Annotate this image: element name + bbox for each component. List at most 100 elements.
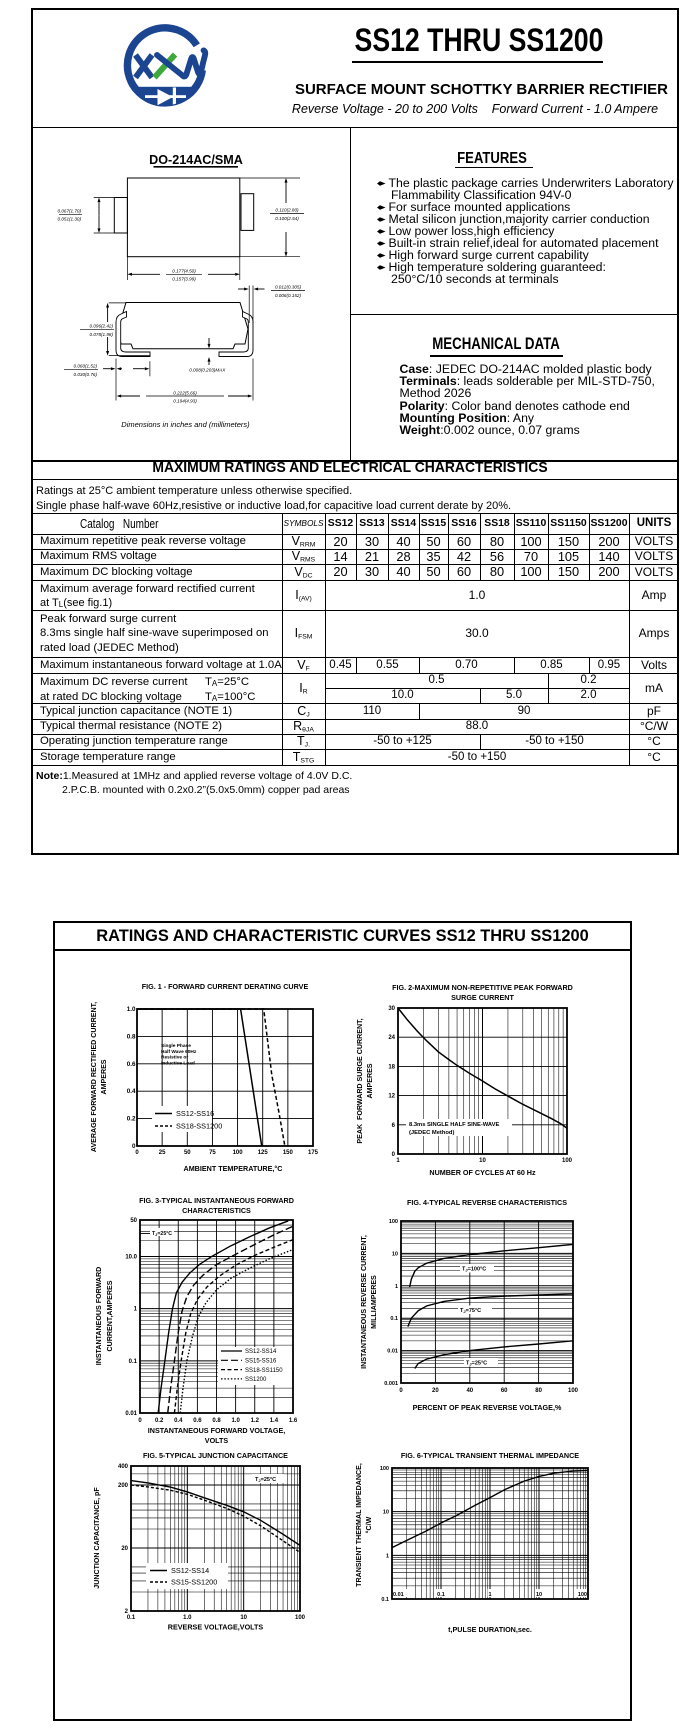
svg-text:0.030(0.76): 0.030(0.76) bbox=[74, 372, 98, 377]
svg-text:REVERSE VOLTAGE,VOLTS: REVERSE VOLTAGE,VOLTS bbox=[168, 1623, 264, 1632]
svg-text:0: 0 bbox=[138, 1418, 142, 1424]
svg-text:TJ=75°C: TJ=75°C bbox=[460, 1308, 481, 1314]
svg-text:SURGE CURRENT: SURGE CURRENT bbox=[451, 993, 514, 1002]
svg-text:18: 18 bbox=[388, 1064, 395, 1070]
svg-text:0.8: 0.8 bbox=[127, 1033, 136, 1040]
svg-text:12: 12 bbox=[388, 1094, 395, 1100]
svg-text:25: 25 bbox=[159, 1150, 166, 1156]
svg-text:AMBIENT TEMPERATURE,°C: AMBIENT TEMPERATURE,°C bbox=[184, 1164, 283, 1173]
svg-text:0: 0 bbox=[392, 1152, 396, 1158]
svg-text:Single Phase: Single Phase bbox=[161, 1043, 191, 1049]
svg-text:0.1: 0.1 bbox=[437, 1592, 445, 1598]
svg-text:0.078(1.98): 0.078(1.98) bbox=[90, 332, 114, 337]
svg-text:0.100(2.54): 0.100(2.54) bbox=[275, 216, 299, 221]
svg-text:JUNCTION CAPACITANCE, pF: JUNCTION CAPACITANCE, pF bbox=[93, 1487, 101, 1589]
svg-text:10: 10 bbox=[240, 1615, 247, 1621]
svg-text:TJ=100°C: TJ=100°C bbox=[462, 1267, 486, 1273]
svg-text:0.8: 0.8 bbox=[212, 1418, 221, 1424]
svg-text:0.157(3.99): 0.157(3.99) bbox=[172, 277, 196, 282]
svg-text:50: 50 bbox=[130, 1218, 137, 1224]
svg-text:FIG. 3-TYPICAL INSTANTANEOUS F: FIG. 3-TYPICAL INSTANTANEOUS FORWARD bbox=[139, 1196, 294, 1205]
svg-text:24: 24 bbox=[388, 1035, 395, 1041]
svg-text:1: 1 bbox=[395, 1284, 398, 1290]
svg-text:SS12-SS16: SS12-SS16 bbox=[176, 1109, 214, 1118]
svg-text:30: 30 bbox=[388, 1006, 395, 1012]
svg-text:50: 50 bbox=[184, 1150, 191, 1156]
svg-text:0.4: 0.4 bbox=[174, 1418, 183, 1424]
svg-text:Dimensions in inches and (mill: Dimensions in inches and (millimeters) bbox=[121, 420, 250, 429]
svg-text:125: 125 bbox=[258, 1150, 269, 1156]
svg-text:20: 20 bbox=[432, 1388, 439, 1394]
svg-text:0: 0 bbox=[135, 1150, 139, 1156]
svg-text:40: 40 bbox=[466, 1388, 473, 1394]
svg-text:SS12-SS14: SS12-SS14 bbox=[171, 1566, 209, 1575]
svg-text:1.0: 1.0 bbox=[183, 1615, 192, 1621]
svg-text:100: 100 bbox=[578, 1592, 587, 1598]
svg-text:FIG. 1 - FORWARD CURRENT DERAT: FIG. 1 - FORWARD CURRENT DERATING CURVE bbox=[142, 982, 309, 991]
svg-text:TJ=25°C: TJ=25°C bbox=[255, 1477, 276, 1483]
svg-text:0.060(1.52): 0.060(1.52) bbox=[74, 363, 98, 368]
svg-text:0.2: 0.2 bbox=[155, 1418, 164, 1424]
svg-text:0.012(0.305): 0.012(0.305) bbox=[275, 284, 302, 289]
svg-text:0.1: 0.1 bbox=[390, 1316, 398, 1322]
svg-text:2: 2 bbox=[125, 1609, 129, 1615]
svg-text:80: 80 bbox=[535, 1388, 542, 1394]
svg-text:INSTANTANEOUS FORWARD: INSTANTANEOUS FORWARD bbox=[95, 1267, 103, 1366]
svg-text:0.01: 0.01 bbox=[393, 1592, 404, 1598]
svg-text:0.1: 0.1 bbox=[127, 1615, 136, 1621]
svg-text:1.0: 1.0 bbox=[231, 1418, 240, 1424]
svg-text:60: 60 bbox=[501, 1388, 508, 1394]
svg-text:1.2: 1.2 bbox=[251, 1418, 260, 1424]
svg-text:0.6: 0.6 bbox=[193, 1418, 202, 1424]
svg-text:100: 100 bbox=[295, 1615, 306, 1621]
svg-text:0.2: 0.2 bbox=[127, 1116, 136, 1123]
svg-text:0.01: 0.01 bbox=[125, 1411, 137, 1417]
svg-text:TJ=25°C: TJ=25°C bbox=[466, 1361, 487, 1367]
svg-text:Resistive or: Resistive or bbox=[161, 1055, 188, 1061]
svg-text:SS15-SS16: SS15-SS16 bbox=[245, 1359, 277, 1365]
svg-text:100: 100 bbox=[380, 1466, 389, 1472]
svg-text:AMPERES: AMPERES bbox=[100, 1059, 108, 1094]
svg-text:0.096(2.42): 0.096(2.42) bbox=[90, 324, 114, 329]
svg-text:10: 10 bbox=[392, 1251, 398, 1257]
svg-text:0.110(2.80): 0.110(2.80) bbox=[275, 208, 299, 213]
svg-text:0.067(1.70): 0.067(1.70) bbox=[58, 209, 82, 214]
svg-text:PEAK FORWARD SURGE CURRENT,: PEAK FORWARD SURGE CURRENT, bbox=[356, 1018, 364, 1143]
svg-text:AMPERES: AMPERES bbox=[366, 1063, 374, 1098]
svg-text:0: 0 bbox=[399, 1388, 403, 1394]
svg-text:AVERAGE FORWARD RECTIFIED CURR: AVERAGE FORWARD RECTIFIED CURRENT, bbox=[90, 1002, 98, 1152]
svg-text:10: 10 bbox=[536, 1592, 542, 1598]
svg-text:t,PULSE DURATION,sec.: t,PULSE DURATION,sec. bbox=[448, 1625, 532, 1634]
svg-text:100: 100 bbox=[389, 1219, 398, 1225]
svg-text:1: 1 bbox=[396, 1158, 400, 1164]
svg-text:PERCENT OF PEAK REVERSE VOLTAG: PERCENT OF PEAK REVERSE VOLTAGE,% bbox=[413, 1403, 562, 1412]
svg-text:MILLIAMPERES: MILLIAMPERES bbox=[370, 1275, 378, 1329]
svg-text:0: 0 bbox=[132, 1143, 136, 1150]
svg-text:1: 1 bbox=[134, 1307, 138, 1313]
svg-text:0.008(0.203)MAX: 0.008(0.203)MAX bbox=[189, 368, 226, 373]
svg-text:6: 6 bbox=[392, 1123, 396, 1129]
svg-text:SS18-SS1200: SS18-SS1200 bbox=[176, 1122, 222, 1131]
svg-text:SS1200: SS1200 bbox=[245, 1377, 267, 1383]
svg-text:10.0: 10.0 bbox=[125, 1254, 137, 1260]
svg-text:FIG. 6-TYPICAL TRANSIENT THERM: FIG. 6-TYPICAL TRANSIENT THERMAL IMPEDAN… bbox=[401, 1451, 579, 1460]
svg-text:75: 75 bbox=[209, 1150, 216, 1156]
svg-text:0.6: 0.6 bbox=[127, 1061, 136, 1068]
svg-text:100: 100 bbox=[562, 1158, 573, 1164]
svg-text:0.01: 0.01 bbox=[387, 1349, 398, 1355]
svg-text:175: 175 bbox=[308, 1150, 319, 1156]
svg-text:150: 150 bbox=[283, 1150, 294, 1156]
svg-text:1.6: 1.6 bbox=[289, 1418, 298, 1424]
svg-text:100: 100 bbox=[568, 1388, 579, 1394]
svg-text:SS15-SS1200: SS15-SS1200 bbox=[171, 1578, 217, 1587]
svg-text:Inductive Load: Inductive Load bbox=[161, 1060, 195, 1066]
svg-text:0.001: 0.001 bbox=[384, 1381, 398, 1387]
svg-text:TRANSIENT THERMAL IMPEDANCE,: TRANSIENT THERMAL IMPEDANCE, bbox=[355, 1463, 363, 1587]
svg-text:0.051(1.30): 0.051(1.30) bbox=[58, 217, 82, 222]
svg-text:SS18-SS1150: SS18-SS1150 bbox=[245, 1368, 283, 1374]
svg-text:0.194(4.93): 0.194(4.93) bbox=[173, 399, 197, 404]
svg-text:200: 200 bbox=[118, 1483, 129, 1489]
svg-text:CHARACTERISTICS: CHARACTERISTICS bbox=[182, 1206, 251, 1215]
svg-text:CURRENT,AMPERES: CURRENT,AMPERES bbox=[106, 1280, 114, 1351]
svg-text:1: 1 bbox=[386, 1553, 389, 1559]
